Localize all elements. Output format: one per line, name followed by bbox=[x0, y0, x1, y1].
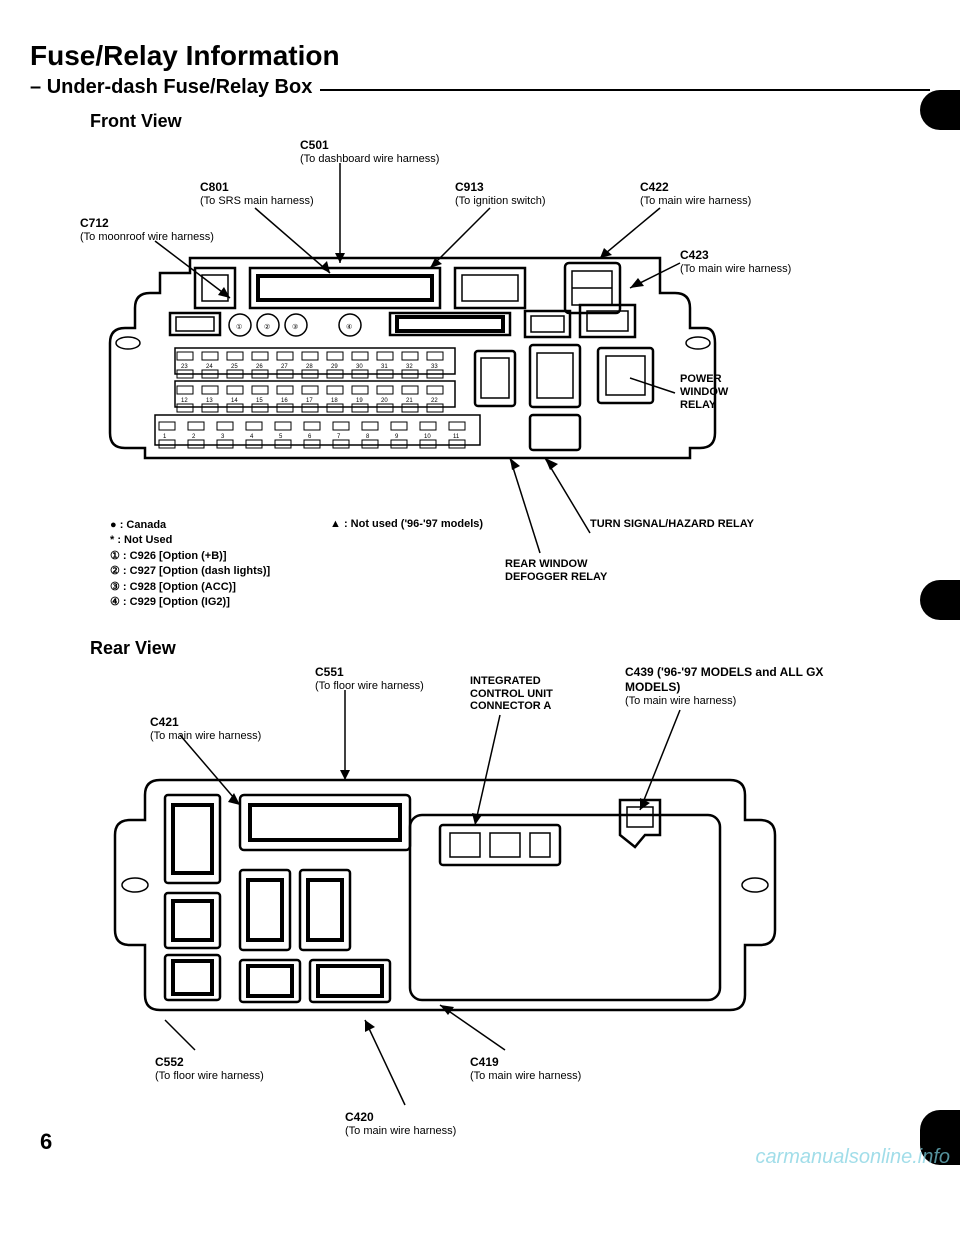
svg-text:21: 21 bbox=[406, 398, 413, 404]
svg-text:32: 32 bbox=[406, 364, 413, 370]
callout-c501: C501(To dashboard wire harness) bbox=[300, 138, 439, 166]
svg-text:31: 31 bbox=[381, 364, 388, 370]
svg-text:30: 30 bbox=[356, 364, 363, 370]
legend: ● : Canada * : Not Used ① : C926 [Option… bbox=[110, 518, 270, 610]
rear-view-label: Rear View bbox=[90, 638, 930, 659]
dash-prefix: – bbox=[30, 76, 47, 99]
callout-icu: INTEGRATEDCONTROL UNITCONNECTOR A bbox=[470, 675, 553, 713]
subtitle-row: – Under-dash Fuse/Relay Box bbox=[30, 76, 930, 99]
front-diagram: C501(To dashboard wire harness) C801(To … bbox=[50, 138, 930, 568]
svg-text:13: 13 bbox=[206, 398, 213, 404]
svg-text:②: ② bbox=[264, 323, 270, 331]
svg-text:24: 24 bbox=[206, 364, 213, 370]
svg-text:③: ③ bbox=[292, 323, 298, 331]
svg-text:27: 27 bbox=[281, 364, 288, 370]
subtitle: Under-dash Fuse/Relay Box bbox=[47, 76, 313, 99]
watermark: carmanualsonline.info bbox=[755, 1146, 950, 1169]
svg-text:26: 26 bbox=[256, 364, 263, 370]
svg-text:22: 22 bbox=[431, 398, 438, 404]
svg-text:9: 9 bbox=[395, 434, 399, 440]
callout-c801: C801(To SRS main harness) bbox=[200, 180, 314, 208]
svg-text:8: 8 bbox=[366, 434, 370, 440]
option-circles: ① ② ③ ④ bbox=[229, 314, 361, 336]
svg-text:11: 11 bbox=[453, 434, 460, 440]
rear-diagram: C551(To floor wire harness) C421(To main… bbox=[50, 665, 930, 1135]
svg-text:14: 14 bbox=[231, 398, 238, 404]
svg-text:17: 17 bbox=[306, 398, 313, 404]
callout-c551: C551(To floor wire harness) bbox=[315, 665, 424, 693]
subtitle-rule bbox=[320, 89, 930, 91]
slot-numbers: 2324252627282930313233 12131415161718192… bbox=[175, 348, 495, 458]
svg-text:25: 25 bbox=[231, 364, 238, 370]
callout-c439: C439 ('96-'97 MODELS and ALL GX MODELS)(… bbox=[625, 665, 825, 709]
svg-text:12: 12 bbox=[181, 398, 188, 404]
svg-text:15: 15 bbox=[256, 398, 263, 404]
svg-text:29: 29 bbox=[331, 364, 338, 370]
svg-text:28: 28 bbox=[306, 364, 313, 370]
svg-text:7: 7 bbox=[337, 434, 341, 440]
svg-text:19: 19 bbox=[356, 398, 363, 404]
svg-text:5: 5 bbox=[279, 434, 283, 440]
thumb-tab-icon bbox=[920, 580, 960, 620]
rear-fusebox-svg bbox=[110, 725, 870, 1185]
svg-text:①: ① bbox=[236, 323, 242, 331]
front-view-label: Front View bbox=[90, 111, 930, 132]
page-title: Fuse/Relay Information bbox=[30, 40, 930, 72]
svg-text:10: 10 bbox=[424, 434, 431, 440]
svg-text:20: 20 bbox=[381, 398, 388, 404]
svg-text:4: 4 bbox=[250, 434, 254, 440]
svg-text:16: 16 bbox=[281, 398, 288, 404]
svg-text:18: 18 bbox=[331, 398, 338, 404]
svg-text:23: 23 bbox=[181, 364, 188, 370]
svg-text:3: 3 bbox=[221, 434, 225, 440]
svg-text:6: 6 bbox=[308, 434, 312, 440]
callout-c913: C913(To ignition switch) bbox=[455, 180, 545, 208]
page-number: 6 bbox=[40, 1129, 52, 1155]
svg-text:④: ④ bbox=[346, 323, 352, 331]
svg-text:2: 2 bbox=[192, 434, 196, 440]
callout-c422: C422(To main wire harness) bbox=[640, 180, 751, 208]
svg-text:33: 33 bbox=[431, 364, 438, 370]
thumb-tab-icon bbox=[920, 90, 960, 130]
